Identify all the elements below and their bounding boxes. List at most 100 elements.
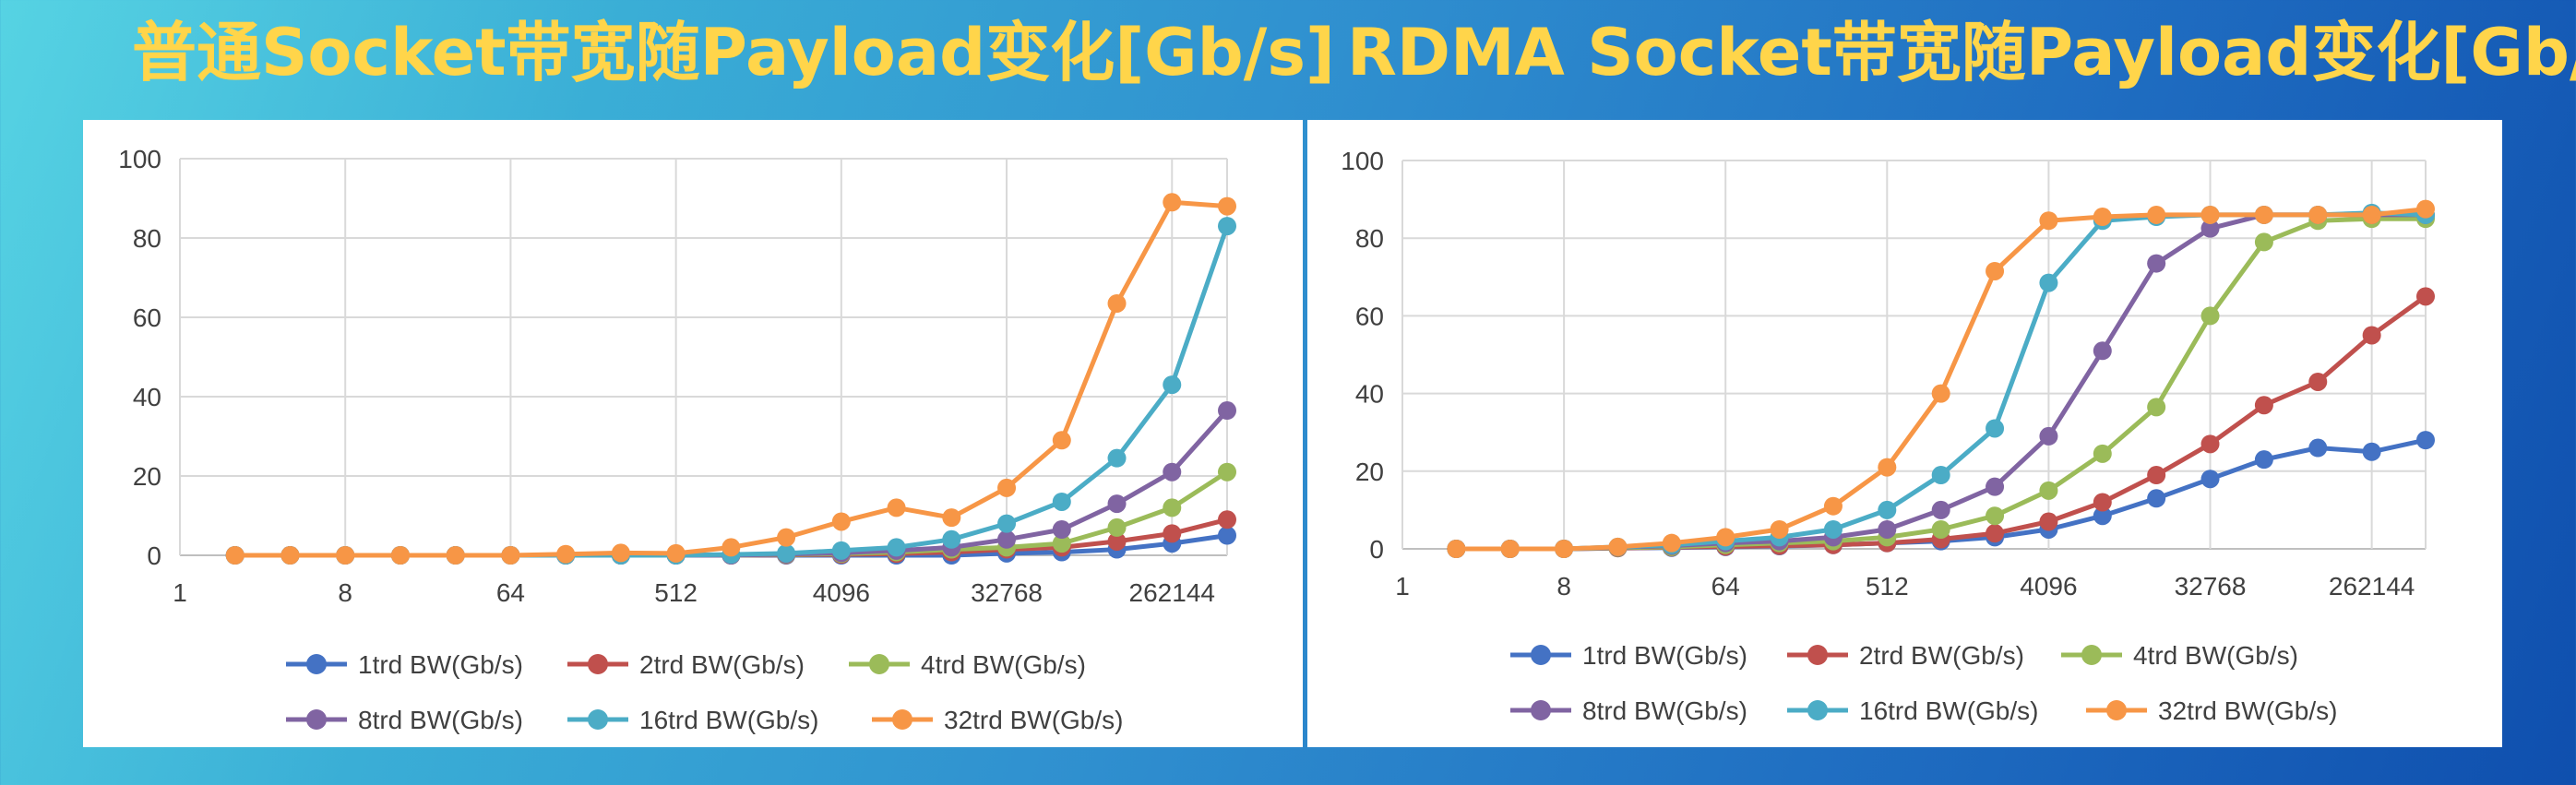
data-point [1218, 462, 1236, 482]
data-point [390, 546, 410, 565]
data-point [611, 543, 630, 563]
data-point [1986, 477, 2005, 496]
data-point [831, 512, 851, 531]
data-point [777, 543, 796, 563]
data-point [1931, 519, 1950, 539]
legend-marker [306, 709, 327, 730]
data-point [2093, 208, 2112, 227]
data-point [831, 541, 851, 560]
data-point [2362, 442, 2381, 461]
y-tick-label: 40 [133, 383, 161, 411]
x-tick-label: 1 [173, 578, 187, 607]
data-point [2308, 372, 2328, 391]
data-point [1986, 419, 2005, 438]
data-point [1163, 462, 1182, 482]
data-point [1555, 540, 1574, 558]
series-line [1453, 210, 2428, 552]
legend-entry: 4trd BW(Gb/s) [2133, 641, 2298, 670]
data-point [2039, 512, 2058, 531]
data-point [2039, 481, 2058, 500]
data-point [280, 546, 300, 565]
line-chart-right: 0 20 40 60 80 100 1 8 64 512 4096 32768 262144 1trd B… [1341, 147, 2435, 725]
x-tick-label: 32768 [971, 578, 1043, 607]
legend-marker [588, 654, 608, 674]
data-point [1823, 496, 1843, 516]
data-point [1218, 526, 1236, 545]
y-tick-label: 20 [1355, 458, 1384, 486]
data-point [1107, 494, 1127, 514]
x-tick-label: 512 [654, 578, 698, 607]
data-point [2093, 341, 2112, 361]
data-point [942, 508, 961, 528]
data-point [1878, 519, 1897, 539]
data-point [2200, 306, 2220, 326]
x-tick-label: 1 [1395, 572, 1410, 601]
data-point [942, 529, 961, 549]
legend-marker [2106, 700, 2127, 720]
x-tick-label: 262144 [1129, 578, 1215, 607]
x-tick-label: 512 [1866, 572, 1909, 601]
y-tick-label: 0 [1369, 535, 1384, 564]
data-point [1662, 533, 1681, 553]
data-point [2093, 506, 2112, 526]
x-tick-label: 8 [1556, 572, 1571, 601]
data-point [1218, 196, 1236, 216]
data-point [1986, 261, 2005, 280]
legend-entry: 2trd BW(Gb/s) [639, 650, 805, 679]
data-point [2200, 219, 2220, 238]
data-point [1931, 466, 1950, 485]
legend-entry: 1trd BW(Gb/s) [358, 650, 523, 679]
legend-marker [2081, 645, 2102, 665]
data-point [1052, 534, 1071, 553]
data-point [1716, 528, 1735, 547]
x-tick-label: 64 [1711, 572, 1740, 601]
data-point [997, 514, 1017, 533]
legend-marker [869, 654, 889, 674]
series-line [233, 408, 1230, 558]
legend-marker [1807, 645, 1828, 665]
x-tick-label: 262144 [2329, 572, 2415, 601]
data-point [2200, 470, 2220, 489]
data-point [2254, 205, 2273, 224]
data-point [1107, 517, 1127, 537]
legend-entry: 2trd BW(Gb/s) [1859, 641, 2024, 670]
data-point [1163, 193, 1182, 212]
data-point [1218, 217, 1236, 236]
chart-panel-right: 0 20 40 60 80 100 1 8 64 512 4096 32768 262144 1trd B… [1307, 120, 2502, 747]
data-point [1500, 540, 1520, 558]
data-point [1163, 524, 1182, 543]
data-point [1052, 520, 1071, 540]
data-point [2416, 199, 2435, 219]
legend-marker [1807, 700, 1828, 720]
data-point [2147, 205, 2166, 224]
legend-marker [306, 654, 327, 674]
data-point [1931, 500, 1950, 519]
data-point [2362, 205, 2381, 224]
x-tick-label: 32768 [2175, 572, 2247, 601]
line-chart-left: 0 20 40 60 80 100 1 8 64 512 4096 32768 262144 1trd B… [118, 145, 1236, 734]
y-tick-label: 80 [133, 224, 161, 253]
legend-marker [892, 709, 912, 730]
data-point [1218, 401, 1236, 421]
y-tick-label: 40 [1355, 380, 1384, 409]
chart-title-left: 普通Socket带宽随Payload变化[Gb/s] [132, 15, 1335, 90]
data-point [2147, 398, 2166, 417]
data-point [2308, 438, 2328, 458]
legend-entry: 4trd BW(Gb/s) [921, 650, 1086, 679]
data-point [1163, 375, 1182, 395]
data-point [2039, 273, 2058, 292]
data-point [336, 546, 355, 565]
data-point [2147, 466, 2166, 485]
data-point [1878, 458, 1897, 477]
x-tick-label: 4096 [813, 578, 870, 607]
data-point [225, 546, 244, 565]
data-point [1107, 448, 1127, 468]
legend-entry: 8trd BW(Gb/s) [358, 706, 523, 734]
data-point [446, 546, 465, 565]
data-point [2200, 434, 2220, 454]
data-point [2093, 444, 2112, 463]
y-tick-label: 0 [147, 541, 161, 570]
data-point [2308, 205, 2328, 224]
data-point [997, 478, 1017, 497]
legend-entry: 16trd BW(Gb/s) [639, 706, 818, 734]
